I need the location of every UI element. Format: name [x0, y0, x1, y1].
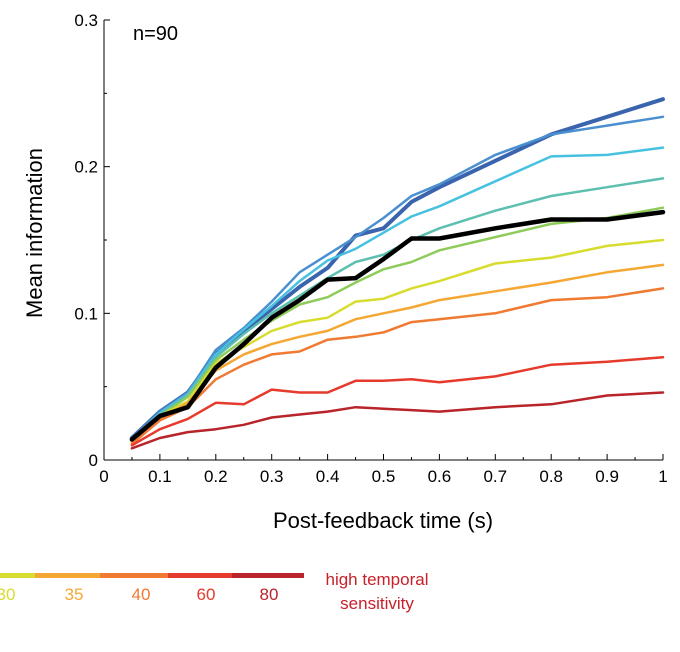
series-line-9: [130, 356, 665, 447]
series-line-4: [130, 177, 665, 441]
y-ticks: 0 0.1 0.2 0.3: [74, 11, 110, 470]
legend-end-label-line1: high temporal: [325, 570, 428, 589]
x-tick-label: 0.6: [428, 467, 452, 486]
series-line-6: [130, 238, 665, 443]
series-line-5: [130, 206, 665, 443]
colorbar-label: 60: [197, 585, 216, 604]
y-tick-label: 0.3: [74, 11, 98, 30]
x-tick-label: 0.8: [539, 467, 563, 486]
y-tick-label: 0.1: [74, 304, 98, 323]
plot-lines: [129, 97, 666, 450]
sample-size-annotation: n=90: [133, 23, 178, 45]
colorbar-segment: [0, 573, 36, 578]
series-line-8: [130, 287, 665, 446]
y-axis-title: Mean information: [22, 148, 47, 318]
colorbar-segment: [232, 573, 304, 578]
legend-end-label-line2: sensitivity: [340, 594, 414, 613]
series-line-2: [130, 115, 665, 440]
colorbar-label: 80: [260, 585, 279, 604]
colorbar-labels: 30 35 40 60 80: [0, 585, 278, 604]
x-tick-label: 0: [99, 467, 108, 486]
colorbar-segment: [35, 573, 101, 578]
x-tick-label: 0.3: [260, 467, 284, 486]
x-tick-label: 0.7: [483, 467, 507, 486]
x-tick-label: 0.5: [372, 467, 396, 486]
colorbar-label: 30: [0, 585, 15, 604]
y-tick-label: 0: [89, 451, 98, 470]
colorbar-segment: [168, 573, 233, 578]
y-tick-label: 0.2: [74, 158, 98, 177]
colorbar-legend: 30 35 40 60 80 high temporal sensitivity: [0, 570, 429, 613]
x-tick-label: 0.2: [204, 467, 228, 486]
series-line-11: [129, 209, 666, 442]
colorbar-label: 35: [65, 585, 84, 604]
series-line-1: [129, 97, 665, 440]
colorbar-label: 40: [132, 585, 151, 604]
series-line-10: [130, 391, 665, 450]
x-tick-label: 1: [658, 467, 667, 486]
series-line-7: [130, 263, 665, 444]
x-ticks: 0 0.1 0.2 0.3 0.4 0.5 0.6 0.7 0.8 0.9 1: [99, 454, 668, 486]
x-tick-label: 0.1: [148, 467, 172, 486]
colorbar-segments: [0, 573, 304, 578]
x-tick-label: 0.4: [316, 467, 340, 486]
x-tick-label: 0.9: [595, 467, 619, 486]
x-axis-title: Post-feedback time (s): [273, 508, 493, 533]
series-line-3: [130, 146, 665, 441]
colorbar-segment: [100, 573, 169, 578]
